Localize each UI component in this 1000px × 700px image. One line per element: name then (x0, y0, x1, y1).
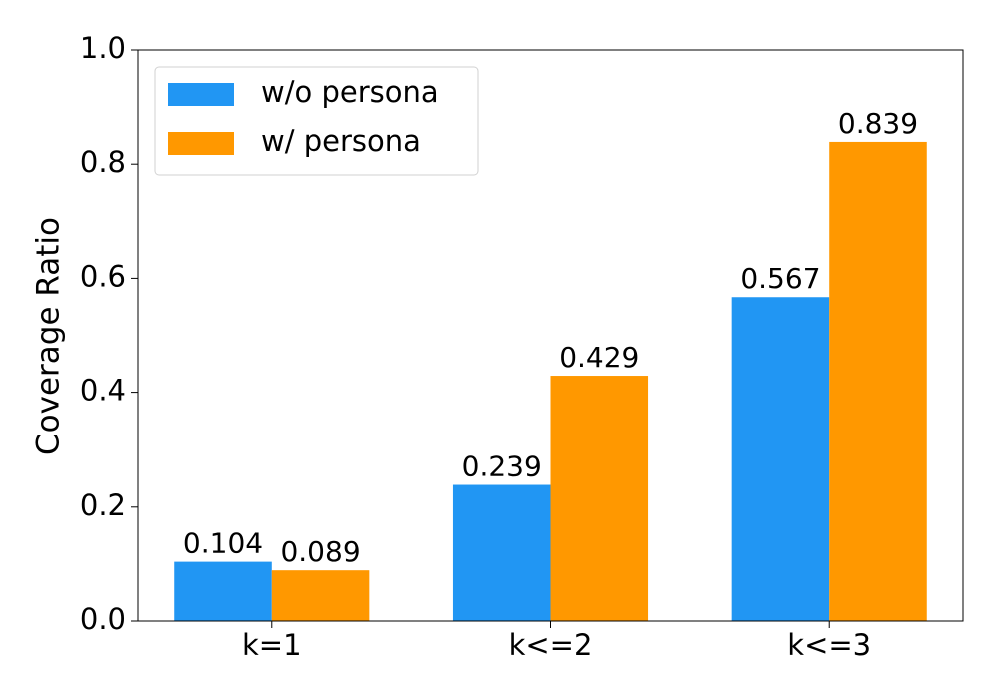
bar (731, 297, 830, 621)
bar (271, 570, 370, 621)
y-tick-label: 0.2 (80, 488, 126, 522)
bar (452, 484, 551, 621)
plot-frame (137, 49, 964, 622)
y-tick-label: 0.8 (80, 145, 126, 179)
y-axis-label: Coverage Ratio (31, 217, 67, 455)
y-tick-label: 0.4 (80, 374, 126, 408)
bar (829, 141, 927, 621)
value-label: 0.839 (838, 107, 918, 140)
value-label: 0.239 (462, 450, 542, 483)
y-tick-label: 0.6 (80, 259, 126, 293)
value-label: 0.089 (280, 535, 360, 568)
legend-swatch (168, 132, 234, 155)
value-label: 0.429 (559, 341, 639, 374)
x-tick-label: k<=2 (509, 628, 593, 662)
legend-label: w/o persona (261, 75, 439, 109)
x-tick-label: k=1 (242, 628, 302, 662)
value-label: 0.567 (740, 262, 820, 295)
y-tick-label: 1.0 (80, 31, 126, 65)
bar (174, 561, 272, 621)
x-tick-label: k<=3 (787, 628, 871, 662)
legend-label: w/ persona (261, 124, 421, 158)
legend-box (154, 66, 479, 176)
legend-swatch (168, 83, 234, 106)
value-label: 0.104 (183, 527, 263, 560)
bar (550, 376, 649, 621)
y-tick-label: 0.0 (80, 602, 126, 636)
